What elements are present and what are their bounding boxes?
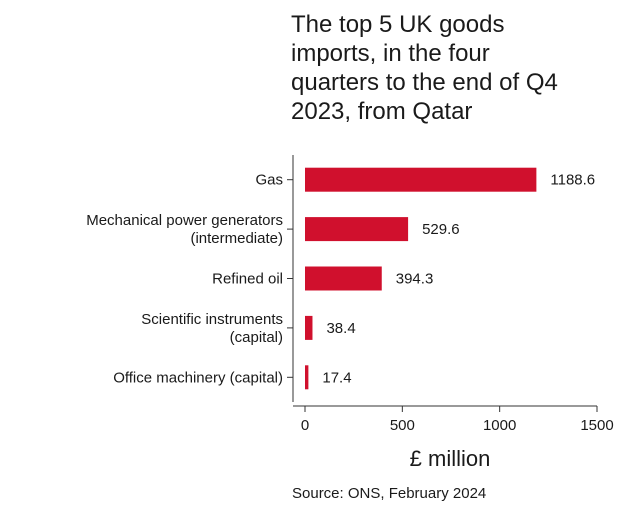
category-label: (intermediate)	[190, 230, 283, 247]
chart-title-line: imports, in the four	[291, 40, 490, 67]
bar	[305, 167, 537, 192]
bar	[305, 365, 309, 390]
bar	[305, 217, 409, 242]
bar-value-label: 38.4	[326, 320, 355, 337]
category-label: Refined oil	[212, 271, 283, 288]
category-label: Scientific instruments	[141, 311, 283, 328]
chart-title-line: The top 5 UK goods	[291, 11, 505, 38]
bar-value-label: 1188.6	[550, 172, 595, 189]
x-tick-label: 0	[301, 417, 309, 434]
x-tick-label: 500	[390, 417, 415, 434]
category-label: Office machinery (capital)	[113, 369, 283, 386]
bar-value-label: 394.3	[396, 271, 434, 288]
chart-title-line: quarters to the end of Q4	[291, 69, 558, 96]
bar-value-label: 529.6	[422, 221, 460, 238]
chart-title-line: 2023, from Qatar	[291, 98, 473, 125]
chart-title: The top 5 UK goods imports, in the four …	[291, 10, 621, 126]
x-axis-label: £ million	[409, 446, 491, 471]
x-tick-label: 1000	[483, 417, 516, 434]
source-note: Source: ONS, February 2024	[292, 485, 487, 502]
bar	[305, 315, 313, 340]
x-tick-label: 1500	[580, 417, 613, 434]
bar	[305, 266, 382, 291]
category-label: (capital)	[230, 329, 283, 346]
bar-value-label: 17.4	[322, 369, 351, 386]
category-label: Gas	[255, 172, 283, 189]
category-label: Mechanical power generators	[86, 212, 283, 229]
